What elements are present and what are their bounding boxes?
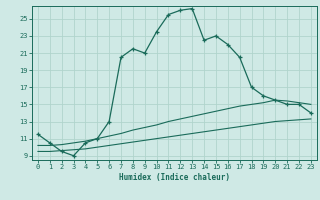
X-axis label: Humidex (Indice chaleur): Humidex (Indice chaleur)	[119, 173, 230, 182]
